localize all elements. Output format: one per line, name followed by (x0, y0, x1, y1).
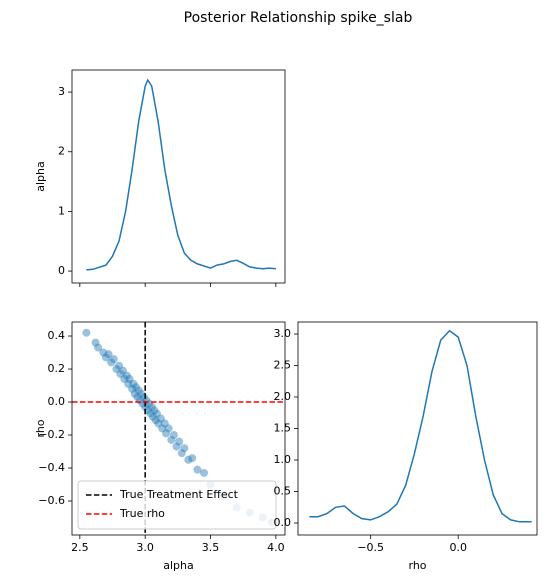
legend-label: True rho (119, 507, 165, 520)
scatter-point (115, 361, 124, 370)
y-tick-label: −0.6 (38, 494, 65, 507)
figure-title: Posterior Relationship spike_slab (184, 10, 413, 26)
scatter-point (177, 449, 186, 458)
scatter-point (107, 358, 116, 367)
y-tick-label: −0.4 (38, 461, 65, 474)
y-tick-label: 2 (58, 145, 65, 158)
scatter-point (109, 355, 118, 364)
scatter-point (133, 393, 142, 402)
y-axis-label: rho (34, 419, 47, 437)
y-tick-label: 3.0 (274, 327, 292, 340)
y-tick-label: 3 (58, 85, 65, 98)
scatter-point (169, 431, 178, 440)
axes-frame (71, 69, 286, 284)
y-tick-label: 2.0 (274, 390, 292, 403)
axes-frame (71, 321, 286, 536)
scatter-point (158, 424, 167, 433)
legend-box (77, 480, 277, 530)
x-tick-label: 0.0 (449, 541, 467, 554)
scatter-point (180, 444, 189, 453)
y-tick-label: 0.0 (274, 516, 292, 529)
scatter-point (122, 371, 131, 380)
scatter-point (130, 389, 139, 398)
scatter-point (184, 455, 193, 464)
y-tick-label: 0.4 (48, 329, 66, 342)
x-tick-label: 4.0 (267, 541, 285, 554)
y-tick-label: 1.0 (274, 453, 292, 466)
scatter-point (134, 386, 143, 395)
scatter-point (112, 365, 121, 374)
y-tick-label: 0.2 (48, 362, 66, 375)
x-axis-label: alpha (163, 559, 194, 572)
kde-line (86, 78, 276, 271)
y-tick-label: 1 (58, 204, 65, 217)
scatter-point (125, 374, 134, 383)
scatter-point (82, 328, 91, 337)
y-tick-label: 0.0 (48, 395, 66, 408)
x-tick-label: −0.5 (357, 541, 384, 554)
axes-frame (297, 321, 538, 536)
scatter-point (175, 437, 184, 446)
scatter-point (116, 369, 125, 378)
scatter-point (118, 366, 127, 375)
scatter-point (149, 412, 158, 421)
scatter-point (137, 389, 146, 398)
scatter-point (164, 424, 173, 433)
scatter-point (128, 384, 137, 393)
x-tick-label: 2.5 (71, 541, 89, 554)
scatter-point (129, 379, 138, 388)
scatter-point (141, 402, 150, 411)
scatter-point (94, 343, 103, 352)
scatter-point (147, 402, 156, 411)
scatter-point (199, 468, 208, 477)
y-tick-label: 0.5 (274, 485, 292, 498)
scatter-point (124, 379, 133, 388)
scatter-point (160, 419, 169, 428)
scatter-point (167, 435, 176, 444)
kde-line (309, 329, 532, 523)
y-tick-label: 0 (58, 264, 65, 277)
scatter-point (162, 429, 171, 438)
scatter-point (154, 419, 163, 428)
scatter-point (146, 409, 155, 418)
x-tick-label: 3.5 (202, 541, 220, 554)
y-tick-label: 1.5 (274, 422, 292, 435)
scatter-point (91, 338, 100, 347)
scatter-point (152, 409, 161, 418)
scatter-point (193, 465, 202, 474)
x-tick-label: 3.0 (136, 541, 154, 554)
scatter-point (99, 348, 108, 357)
scatter-point (172, 442, 181, 451)
scatter-point (104, 350, 113, 359)
x-axis-label: rho (408, 559, 426, 572)
scatter-point (151, 416, 160, 425)
scatter-point (120, 374, 129, 383)
y-axis-label: alpha (34, 161, 47, 192)
y-tick-label: 2.5 (274, 358, 292, 371)
legend-label: True Treatment Effect (119, 488, 239, 501)
y-tick-label: −0.2 (38, 428, 65, 441)
scatter-point (156, 414, 165, 423)
scatter-point (101, 353, 110, 362)
scatter-point (150, 406, 159, 415)
scatter-point (132, 383, 141, 392)
scatter-point (188, 454, 197, 463)
